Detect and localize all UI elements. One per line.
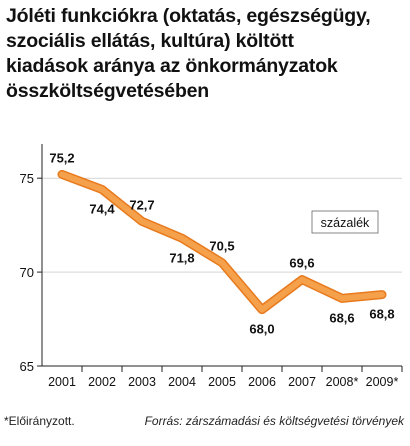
data-label: 68,8	[369, 307, 394, 322]
x-tick-label: 2001	[48, 375, 76, 389]
data-label: 75,2	[49, 150, 74, 165]
title-line-4: összköltségvetésében	[6, 80, 210, 102]
gridlines	[42, 177, 402, 273]
x-tick-label: 2008*	[326, 375, 359, 389]
y-tick-label: 70	[20, 265, 34, 280]
title-line-2: szociális ellátás, kultúra) költött	[6, 30, 294, 52]
y-tick-label: 75	[20, 171, 34, 186]
x-tick-label: 2003	[128, 375, 156, 389]
data-label: 68,6	[329, 310, 354, 325]
footnote: *Előirányzott.	[4, 414, 75, 428]
data-label: 69,6	[289, 256, 314, 271]
data-label: 72,7	[129, 197, 154, 212]
x-tick-label: 2005	[208, 375, 236, 389]
source-note: Forrás: zárszámadási és költségvetési tö…	[144, 414, 404, 428]
title-line-3: kiadások aránya az önkormányzatok	[6, 55, 338, 77]
title-line-1: Jóléti funkciókra (oktatás, egészségügy,	[6, 5, 371, 27]
data-labels: 75,2 74,4 72,7 71,8 70,5 68,0 69,6 68,6 68,8	[49, 150, 394, 336]
unit-label: százalék	[321, 216, 370, 230]
line-chart: százalék 75,2 74,4 72,7 71,8 70,5 68,0 69,6 68,…	[20, 144, 403, 389]
x-tick-label: 2002	[88, 375, 116, 389]
chart-title: Jóléti funkciókra (oktatás, egészségügy,…	[6, 4, 404, 104]
x-tick-label: 2006	[248, 375, 276, 389]
data-label: 68,0	[249, 322, 274, 337]
data-label: 71,8	[169, 250, 194, 265]
data-label: 74,4	[89, 201, 115, 216]
x-tick-label: 2004	[168, 375, 196, 389]
series-line	[57, 169, 387, 315]
y-tick-label: 65	[20, 359, 34, 374]
series-line-body	[59, 171, 385, 313]
axes	[37, 144, 403, 372]
data-label: 70,5	[209, 239, 234, 254]
x-tick-label: 2007	[288, 375, 316, 389]
unit-label-box: százalék	[311, 210, 379, 234]
x-tick-label: 2009*	[366, 375, 399, 389]
y-tick-labels: 65 70 75	[20, 171, 34, 374]
x-tick-labels: 2001 2002 2003 2004 2005 2006 2007 2008* 2009*	[48, 375, 398, 389]
